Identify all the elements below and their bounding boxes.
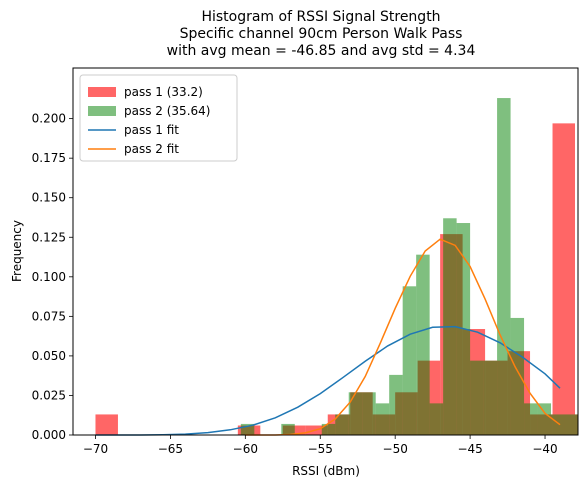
legend-swatch-1 <box>88 87 116 97</box>
x-axis-label: RSSI (dBm) <box>292 464 360 478</box>
x-tick-label: −45 <box>457 442 482 456</box>
x-tick-label: −55 <box>308 442 333 456</box>
x-axis-ticks: −70 −65 −60 −55 −50 −45 −40 <box>83 435 558 456</box>
chart-title-line-1: Histogram of RSSI Signal Strength <box>201 9 440 25</box>
series-2-bar-7 <box>375 403 390 435</box>
series-2-bar-5 <box>348 392 363 435</box>
bars-layer <box>95 98 578 436</box>
plot-area-frame <box>72 67 579 436</box>
series-2-bar-19 <box>537 403 552 435</box>
series-2-bar-14 <box>470 360 484 435</box>
fit-lines-layer <box>95 238 561 436</box>
series-2-bar-17 <box>510 317 525 435</box>
legend-box <box>79 74 238 162</box>
series-2-bar-21 <box>564 414 578 435</box>
legend: pass 1 (33.2) pass 2 (35.64) pass 1 fit pas… <box>79 74 238 162</box>
series-2-bar-10 <box>416 254 430 435</box>
series-2-bar-11 <box>429 403 444 435</box>
y-tick-label: 0.200 <box>32 112 66 126</box>
x-tick-label: −70 <box>83 442 108 456</box>
series-2-bar-18 <box>524 403 538 435</box>
chart-title-line-2: Specific channel 90cm Person Walk Pass <box>180 26 463 42</box>
series-2-bar-8 <box>389 374 403 435</box>
series-1-bar-1 <box>95 414 118 435</box>
y-tick-label: 0.025 <box>32 388 66 402</box>
series-1-bar-15 <box>552 123 576 435</box>
y-tick-label: 0.050 <box>32 349 66 363</box>
chart-title-line-3: with avg mean = -46.85 and avg std = 4.3… <box>167 43 476 59</box>
y-axis-ticks: 0.000 0.025 0.050 0.075 0.100 0.125 0.150 0.175… <box>32 112 73 442</box>
y-tick-label: 0.125 <box>32 230 66 244</box>
series-2-bar-3 <box>321 423 336 435</box>
series-2-bar-6 <box>362 392 376 435</box>
legend-label-2: pass 2 (35.64) <box>124 104 210 118</box>
legend-label-1: pass 1 (33.2) <box>124 85 203 99</box>
series-2-bar-4 <box>335 414 349 435</box>
y-tick-label: 0.150 <box>32 191 66 205</box>
series-2-bar-15 <box>483 360 498 435</box>
y-tick-label: 0.100 <box>32 270 66 284</box>
x-tick-label: −60 <box>233 442 258 456</box>
y-tick-label: 0.075 <box>32 309 66 323</box>
y-tick-label: 0.000 <box>32 428 66 442</box>
series-2-bar-16 <box>497 98 511 436</box>
fit-line-4 <box>245 238 561 436</box>
y-axis-label: Frequency <box>10 220 24 282</box>
legend-label-3: pass 1 fit <box>124 123 179 137</box>
series-2-bar-1 <box>240 423 255 435</box>
legend-label-4: pass 2 fit <box>124 142 179 156</box>
x-tick-label: −65 <box>158 442 183 456</box>
x-tick-label: −40 <box>532 442 557 456</box>
legend-swatch-2 <box>88 106 116 116</box>
series-2-bar-20 <box>551 414 565 435</box>
x-tick-label: −50 <box>383 442 408 456</box>
chart-title: Histogram of RSSI Signal Strength Specif… <box>167 9 476 59</box>
series-2-bar-2 <box>281 423 295 435</box>
y-tick-label: 0.175 <box>32 151 66 165</box>
fit-line-3 <box>95 325 561 436</box>
series-2-bar-9 <box>402 286 417 435</box>
